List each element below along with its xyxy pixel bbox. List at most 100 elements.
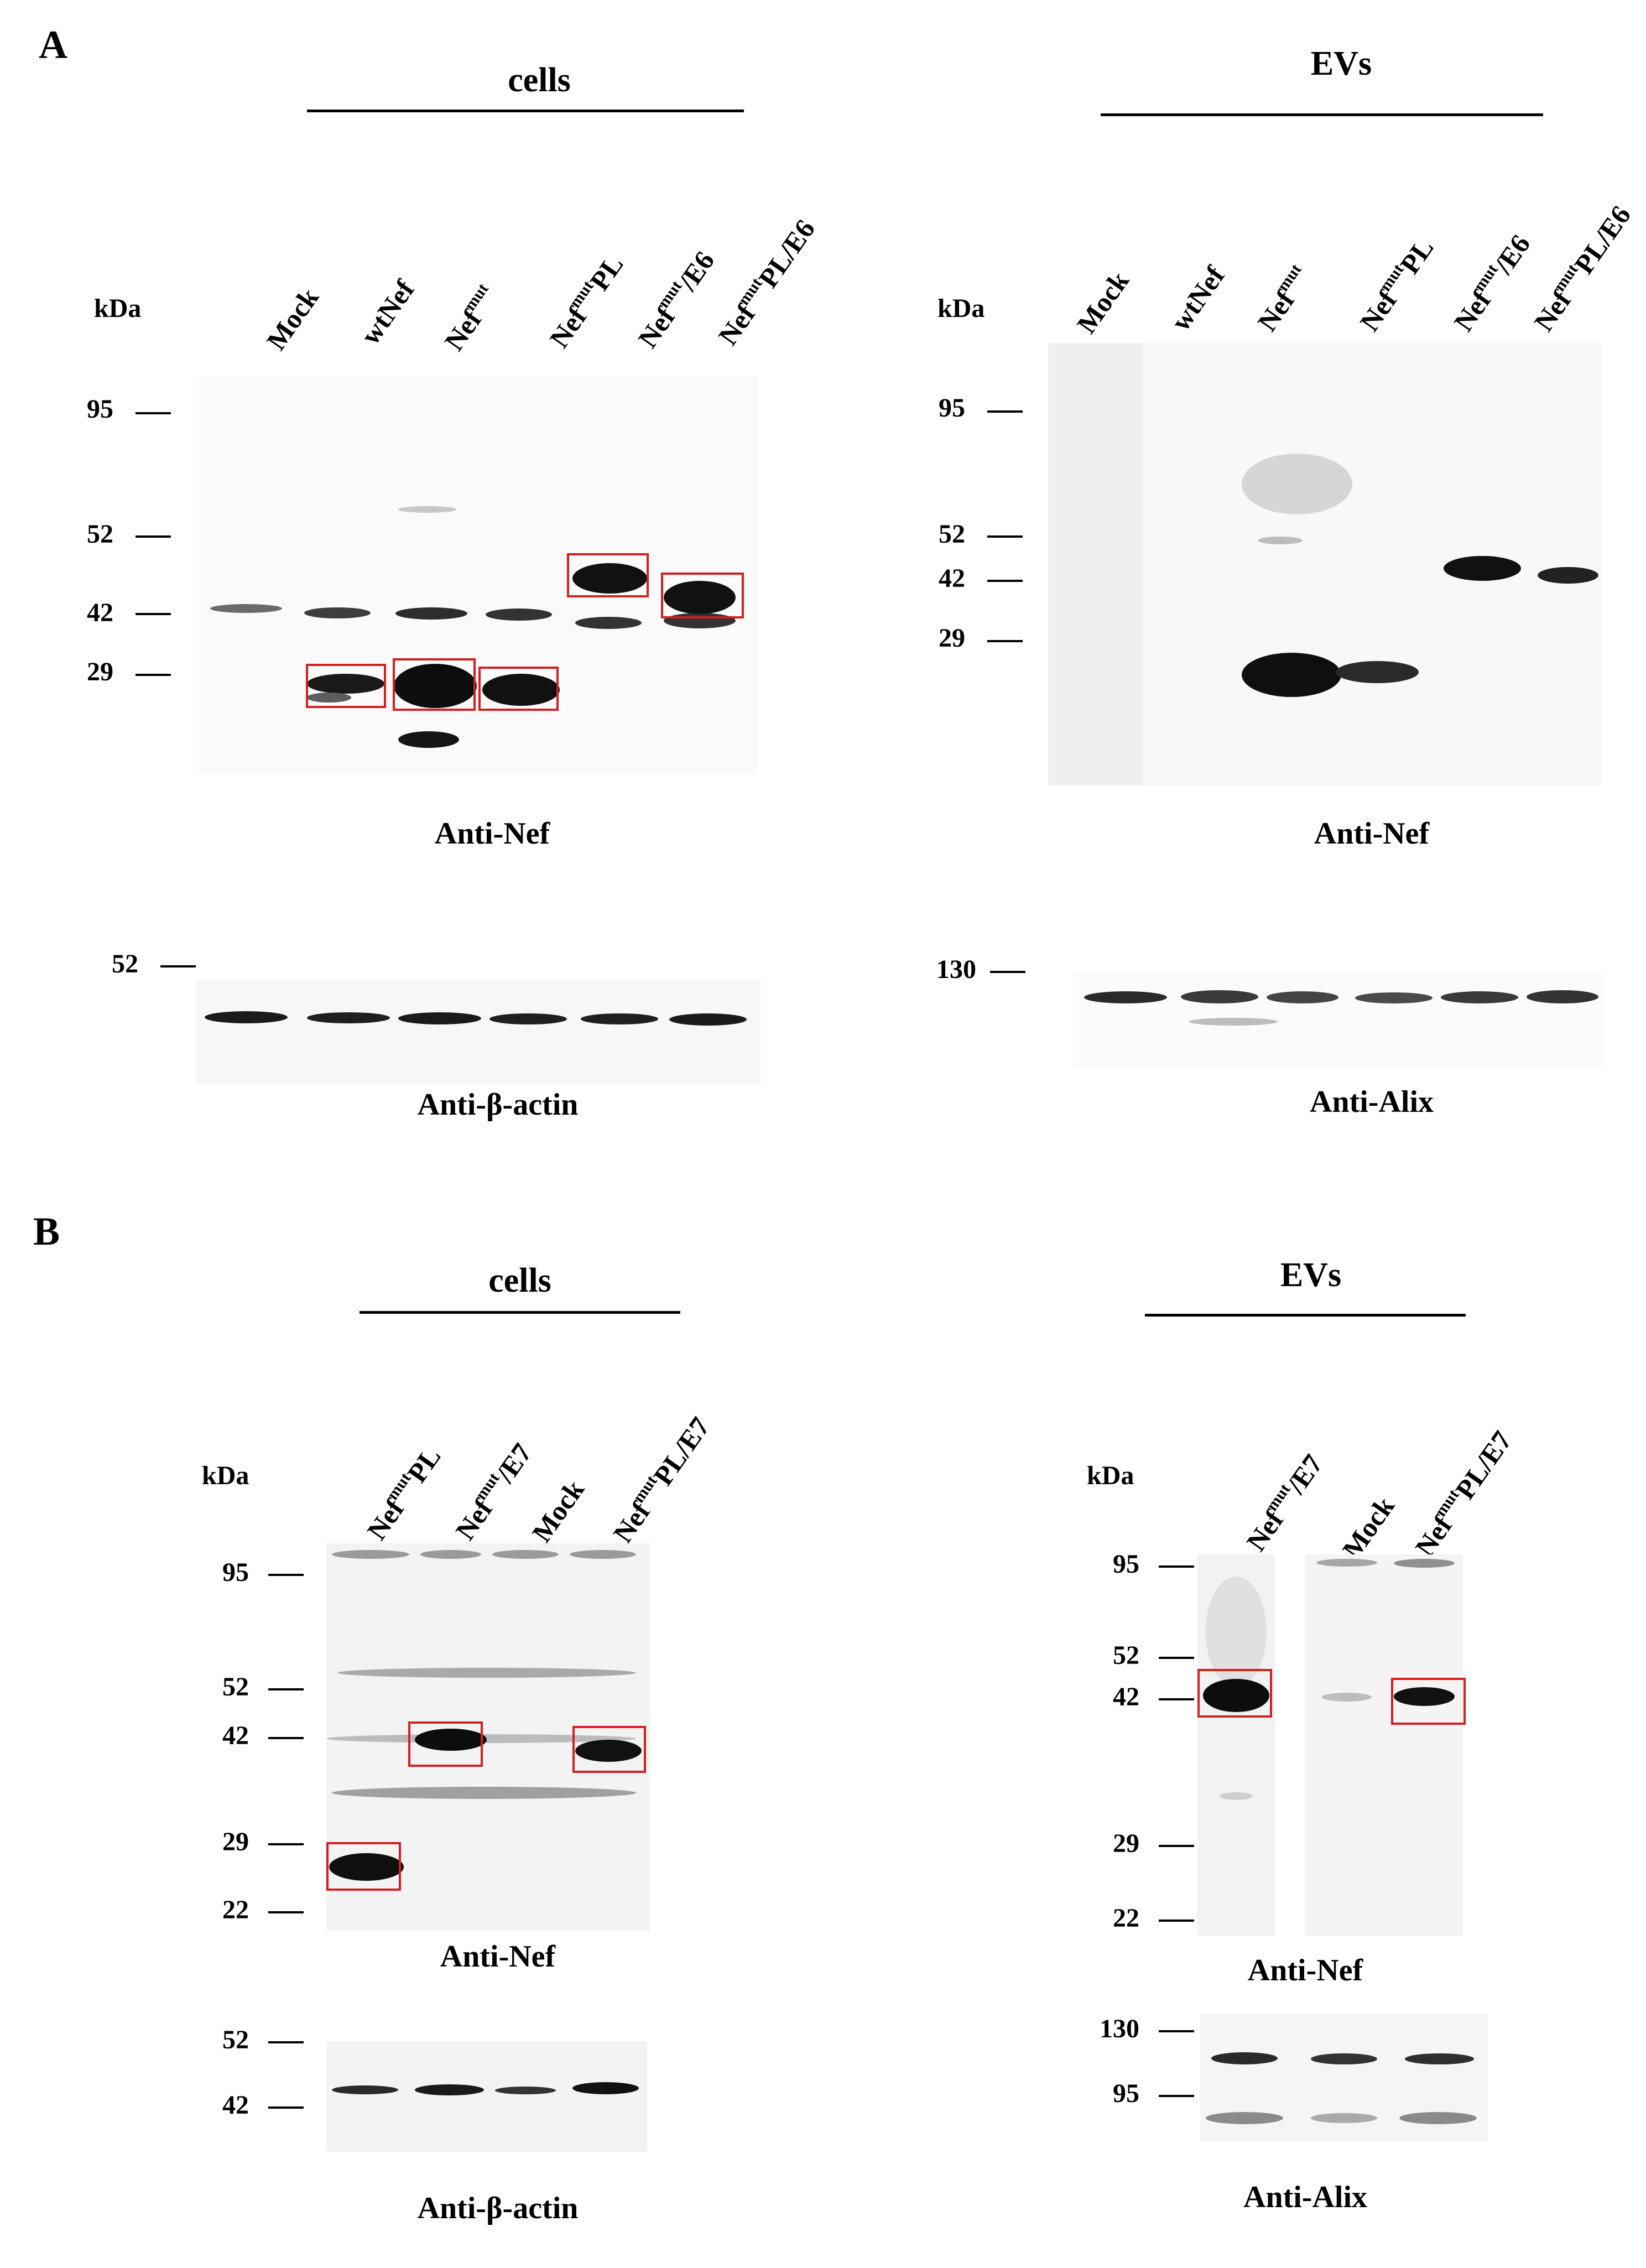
band [1316,1559,1377,1567]
mw-tick [1159,1698,1194,1700]
mw-marker: 42 [1113,1682,1139,1712]
panel-a-evs-alix-blot [1073,974,1604,1068]
band [395,607,467,620]
panel-b-cells-rule [360,1311,680,1314]
highlight-box [1391,1678,1466,1725]
panel-b-evs-alix-blot [1200,2014,1488,2141]
band [495,2087,556,2094]
mw-tick [136,412,171,414]
mw-marker: 42 [222,1721,249,1750]
mw-tick [268,1911,304,1913]
mw-tick [987,410,1023,413]
lane-label-nefmut-pl: NefmutPL [1353,232,1440,337]
panel-a-evs-title: EVs [1310,45,1372,82]
band [415,1729,487,1751]
mw-tick [268,1688,304,1690]
panel-b-evs-title: EVs [1280,1256,1342,1294]
band [304,607,371,618]
band [1258,537,1303,544]
band [492,1550,559,1559]
highlight-box [572,1726,646,1773]
panel-a-letter: A [39,23,67,67]
panel-b-cells-actin-antibody: Anti-β-actin [417,2191,579,2225]
mw-tick [990,971,1025,973]
mw-tick [268,1574,304,1576]
band [572,2082,639,2094]
band [1206,1577,1267,1687]
lane-label-wtnef: wtNef [354,274,420,350]
panel-a-cells-nef-antibody: Anti-Nef [434,816,550,851]
mw-marker: 52 [112,949,138,979]
band [210,604,282,613]
lane-label-nefmut-pl-e6: NefmutPL/E6 [712,214,821,351]
band [482,674,560,706]
band [575,617,642,629]
band [575,1740,642,1762]
band [1444,556,1521,581]
mw-marker: 95 [939,393,965,423]
band [1355,992,1433,1003]
panel-b-cells-actin-blot [326,2041,647,2152]
mw-marker: 29 [1113,1829,1139,1858]
panel-a-evs-rule [1101,113,1543,116]
lane-label-nefmut-e6: Nefmut/E6 [632,245,721,353]
panel-b-cells-nef-blot [326,1543,650,1931]
band [337,1668,636,1678]
panel-b-cells-kda: kDa [202,1461,249,1490]
mw-tick [160,965,196,967]
band [398,1012,481,1024]
panel-b-evs-nef-antibody: Anti-Nef [1247,1953,1363,1988]
highlight-box [306,664,386,708]
mw-tick [987,580,1023,582]
panel-b-evs-alix-antibody: Anti-Alix [1243,2180,1367,2214]
lane-label-mock: Mock [525,1474,590,1548]
band [1203,1679,1269,1712]
band [1405,2053,1474,2064]
mw-tick [268,1843,304,1845]
lane-label-nefmut-e6: Nefmut/E6 [1447,228,1536,337]
panel-a-cells-kda: kDa [94,294,142,323]
band [1220,1792,1253,1800]
panel-b-cells-title: cells [488,1262,551,1299]
lane-label-wtnef: wtNef [1164,260,1231,336]
lane-label-nefmut-pl-e7: NefmutPL/E7 [607,1411,716,1548]
mw-marker: 95 [1113,2079,1139,2108]
mw-marker: 52 [222,2025,249,2054]
lane-label-mock: Mock [260,282,325,356]
mw-marker: 95 [1113,1549,1139,1579]
mw-marker: 29 [939,623,965,653]
mw-marker: 42 [87,598,113,627]
lane-label-mock: Mock [1336,1491,1400,1564]
highlight-box [1197,1669,1272,1718]
mw-marker: 42 [222,2090,249,2120]
band [1336,661,1419,683]
band [1242,653,1341,697]
mw-tick [1159,1565,1194,1568]
panel-a-cells-title: cells [508,61,571,99]
lane-label-nefmut-pl: NefmutPL [361,1441,447,1546]
mw-marker: 95 [87,394,113,424]
lane-smear [1048,343,1142,786]
band [205,1011,288,1023]
band [398,731,459,748]
band [1181,990,1258,1003]
mw-marker: 52 [939,519,965,549]
band [1242,454,1352,514]
panel-b-evs-kda: kDa [1087,1461,1134,1490]
mw-marker: 52 [87,519,113,549]
band [664,581,736,614]
band [332,1550,409,1559]
panel-b-letter: B [33,1209,60,1253]
band [1441,991,1518,1003]
highlight-box [393,658,476,711]
band [1206,2112,1283,2124]
band [1399,2112,1477,2124]
panel-b-evs-nef-blot-right [1305,1554,1463,1936]
mw-tick [136,674,171,676]
panel-a-cells-actin-blot [196,979,761,1084]
mw-marker: 42 [939,564,965,593]
lane-label-nefmut-e7: Nefmut/E7 [1240,1448,1329,1557]
mw-tick [136,613,171,615]
mw-marker: 22 [1113,1903,1139,1933]
band [332,2085,398,2094]
